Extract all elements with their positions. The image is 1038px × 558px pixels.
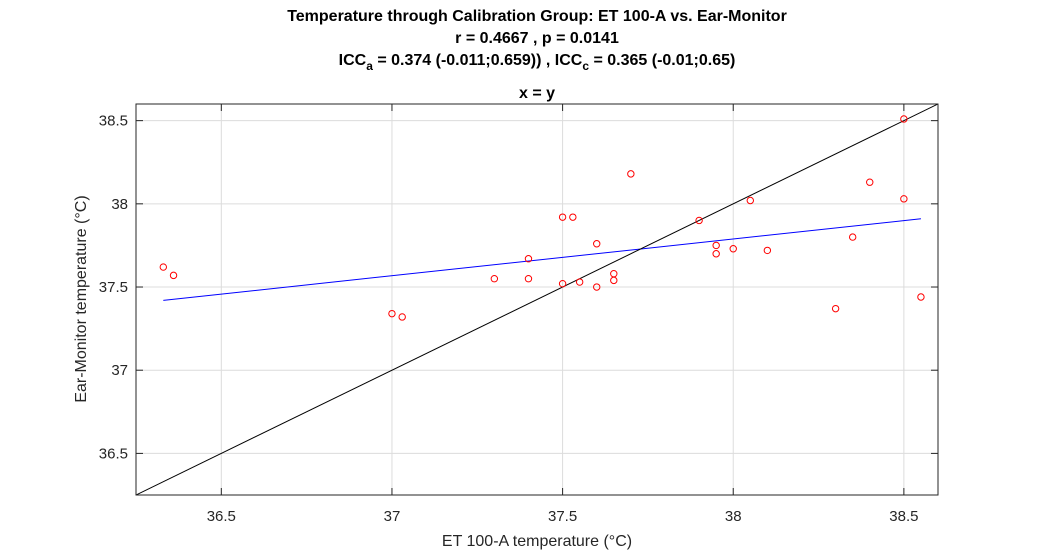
y-tick-label: 37	[111, 362, 128, 379]
data-point	[712, 250, 720, 258]
chart-subtitle: x = y	[519, 85, 555, 102]
icc-a-label: ICC	[339, 52, 367, 69]
data-point	[712, 241, 720, 250]
data-point	[159, 263, 168, 271]
data-point	[695, 216, 703, 225]
data-point	[729, 245, 737, 253]
data-point	[848, 233, 857, 241]
chart-title: Temperature through Calibration Group: E…	[287, 8, 787, 25]
plot-frame	[135, 103, 939, 496]
data-point	[558, 213, 567, 221]
x-tick-label: 37	[384, 508, 401, 525]
data-point	[917, 293, 925, 301]
data-point	[900, 115, 908, 123]
data-point	[524, 275, 533, 283]
data-point	[593, 240, 601, 248]
data-point	[398, 313, 406, 321]
data-point	[388, 309, 396, 318]
x-tick-label: 37.5	[548, 508, 577, 525]
regression-line	[163, 218, 921, 301]
y-tick-label: 38.5	[99, 113, 128, 130]
scatter-points-layer	[159, 115, 925, 321]
data-point	[763, 246, 772, 255]
grid-lines	[136, 104, 938, 495]
data-point	[900, 195, 908, 203]
data-point	[627, 170, 635, 178]
data-point	[169, 271, 178, 280]
data-point	[558, 279, 567, 288]
x-tick-label: 38	[725, 508, 742, 525]
data-point	[610, 276, 618, 285]
axis-ticks: 36.5 37 37.5 38 38.5 36.5 37 37.5 38 38.5	[99, 104, 938, 525]
icc-c-values: = 0.365 (-0.01;0.65)	[589, 52, 735, 69]
icc-a-values: = 0.374 (-0.011;0.659)) , ICC	[373, 52, 583, 69]
data-point	[490, 275, 499, 283]
data-point	[569, 213, 577, 221]
icc-c-subscript: c	[582, 59, 589, 73]
data-point	[524, 255, 533, 263]
identity-line	[136, 104, 938, 495]
y-axis-label: Ear-Monitor temperature (°C)	[73, 195, 90, 402]
chart-stats-line: r = 0.4667 , p = 0.0141	[455, 30, 619, 47]
x-tick-label: 38.5	[889, 508, 918, 525]
x-axis-label: ET 100-A temperature (°C)	[442, 533, 632, 550]
x-tick-label: 36.5	[207, 508, 236, 525]
line-series-layer	[136, 104, 938, 495]
chart-icc-line: ICCa = 0.374 (-0.011;0.659)) , ICCc = 0.…	[339, 52, 736, 73]
data-point	[593, 283, 601, 291]
y-tick-label: 36.5	[99, 445, 128, 462]
data-point	[866, 178, 874, 186]
y-tick-label: 38	[111, 196, 128, 213]
data-point	[746, 196, 754, 205]
y-tick-label: 37.5	[99, 279, 128, 296]
data-point	[831, 304, 840, 313]
data-point	[575, 278, 584, 286]
icc-a-subscript: a	[366, 59, 373, 73]
